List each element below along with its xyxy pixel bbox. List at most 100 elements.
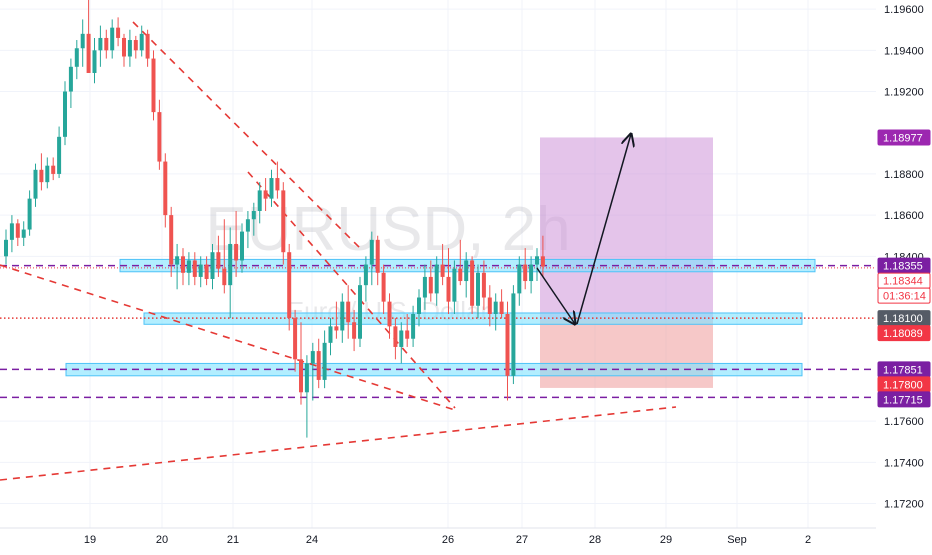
- time-tick-label: 26: [442, 534, 454, 546]
- candle-body: [369, 239, 374, 265]
- candle: [281, 182, 286, 265]
- candle-body: [216, 252, 221, 269]
- long-position-tool[interactable]: [540, 137, 713, 388]
- candle: [299, 322, 303, 405]
- price-badge[interactable]: 1.18089: [877, 325, 931, 342]
- time-axis[interactable]: 19 20 21 24 26 27 28 29 Sep 2: [0, 527, 876, 546]
- candle-body: [245, 219, 250, 232]
- price-badge[interactable]: 1.17715: [877, 391, 931, 408]
- price-badge[interactable]: 1.18100: [877, 310, 931, 327]
- candle-body: [493, 301, 498, 314]
- candle-body: [393, 326, 398, 347]
- candle: [92, 37, 97, 84]
- candle: [204, 256, 209, 286]
- price-axis[interactable]: 1.196001.194001.192001.188001.186001.184…: [877, 0, 932, 550]
- candle-body: [198, 264, 203, 277]
- candle-body: [39, 169, 44, 183]
- projection-arrow-up[interactable]: [576, 134, 631, 325]
- price-tick-label: 1.19400: [884, 45, 924, 57]
- candle: [499, 289, 504, 319]
- candle: [228, 227, 233, 319]
- candle: [375, 235, 380, 286]
- candle-body: [517, 264, 522, 294]
- candle-body: [352, 322, 357, 339]
- candle-body: [175, 256, 180, 265]
- price-badge[interactable]: 1.18977: [877, 129, 931, 146]
- candle: [133, 35, 138, 59]
- candle-body: [63, 91, 67, 137]
- candle-body: [4, 239, 8, 257]
- candle-body: [310, 351, 315, 364]
- candle: [45, 157, 50, 189]
- candle-body: [204, 264, 209, 279]
- candle-body: [346, 301, 351, 323]
- candle: [98, 25, 103, 67]
- candle-body: [251, 211, 256, 220]
- rising-trendline[interactable]: [0, 406, 677, 481]
- candle-body: [304, 363, 309, 393]
- candle-body: [169, 215, 174, 265]
- stop-zone[interactable]: [540, 320, 713, 388]
- candle: [316, 338, 321, 389]
- badge-value: 1.18355: [883, 261, 923, 273]
- badge-value: 1.17851: [883, 364, 923, 376]
- candle-body: [428, 276, 433, 294]
- time-tick-label: 20: [156, 534, 168, 546]
- candle: [511, 285, 516, 385]
- price-badge[interactable]: 1.18344: [877, 272, 931, 289]
- lower-trendline[interactable]: [0, 264, 456, 411]
- price-tick-label: 1.17200: [884, 499, 924, 511]
- candle-body: [269, 178, 274, 199]
- candle: [169, 206, 174, 277]
- candle-body: [275, 178, 280, 191]
- target-zone[interactable]: [540, 137, 713, 321]
- candle: [440, 243, 445, 286]
- candle-body: [334, 326, 339, 331]
- badge-bg: [877, 325, 931, 342]
- badge-value: 1.18977: [883, 132, 923, 144]
- badge-bg: [877, 287, 931, 304]
- candle: [369, 231, 374, 286]
- candle-body: [263, 190, 268, 199]
- candle-body: [86, 33, 91, 73]
- candle: [387, 293, 392, 339]
- candle: [57, 126, 62, 179]
- candle: [358, 276, 362, 347]
- projection-arrows[interactable]: [536, 134, 631, 325]
- candle-body: [411, 314, 416, 339]
- candle-body: [51, 165, 56, 174]
- candle: [275, 161, 280, 199]
- candle: [27, 190, 32, 236]
- candle-body: [464, 260, 469, 282]
- badge-value: 1.17715: [883, 394, 923, 406]
- candle-body: [80, 33, 85, 49]
- price-badge[interactable]: 01:36:14: [877, 287, 931, 304]
- candle-body: [434, 264, 439, 294]
- candle: [422, 264, 427, 310]
- candle-body: [181, 256, 185, 273]
- projection-arrow-down[interactable]: [536, 267, 575, 324]
- candles: [4, 0, 545, 438]
- price-badge[interactable]: 1.17800: [877, 376, 931, 393]
- candle-body: [387, 301, 392, 327]
- candle: [470, 256, 475, 314]
- candle: [476, 264, 480, 319]
- candle: [481, 260, 486, 310]
- candle: [464, 252, 469, 298]
- descending-trendline[interactable]: [132, 21, 361, 249]
- candle-body: [505, 314, 510, 376]
- candle: [122, 33, 126, 67]
- price-badge[interactable]: 1.18355: [877, 257, 931, 274]
- candle-body: [511, 293, 516, 376]
- candle: [517, 256, 522, 306]
- candle: [104, 29, 109, 59]
- candle-body: [27, 198, 32, 230]
- badge-value: 01:36:14: [883, 291, 926, 303]
- candle-body: [340, 301, 345, 331]
- candle: [381, 264, 386, 314]
- candle: [110, 19, 115, 59]
- price-badge[interactable]: 1.17851: [877, 361, 931, 378]
- candle-body: [405, 330, 410, 339]
